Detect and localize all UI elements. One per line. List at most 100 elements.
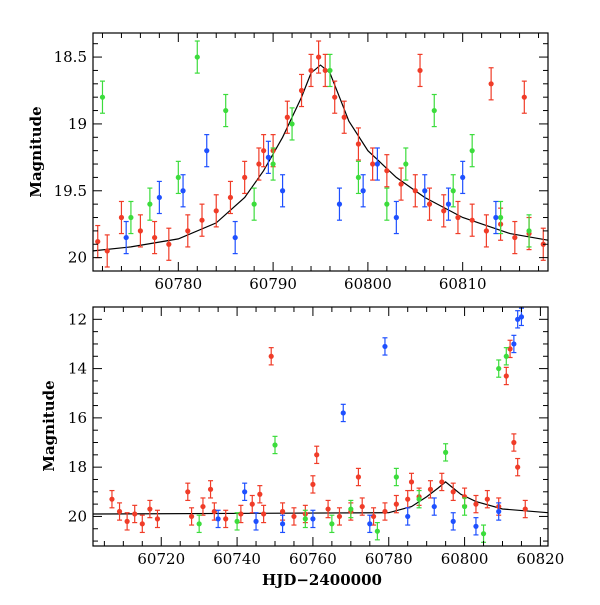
top-x-tick-label: 60790 xyxy=(249,275,297,293)
data-point xyxy=(279,188,286,194)
data-point xyxy=(234,518,240,524)
bottom-y-tick-label: 20 xyxy=(68,507,87,525)
top-y-tick-label: 19 xyxy=(68,115,87,133)
data-point xyxy=(336,201,343,207)
data-point xyxy=(384,168,390,174)
data-point xyxy=(445,201,452,207)
data-point xyxy=(417,67,423,74)
data-point xyxy=(359,503,365,510)
data-point xyxy=(526,228,532,234)
data-point xyxy=(503,373,509,379)
data-point xyxy=(393,214,399,221)
data-point xyxy=(196,521,202,527)
data-point xyxy=(511,439,517,446)
top-frame xyxy=(92,32,549,272)
data-point xyxy=(450,489,456,495)
data-point xyxy=(488,81,494,87)
data-point xyxy=(416,496,422,502)
data-point xyxy=(200,503,206,510)
data-point xyxy=(403,161,409,167)
data-point xyxy=(137,228,143,234)
data-point xyxy=(393,474,399,480)
data-point xyxy=(521,94,527,100)
data-point xyxy=(439,479,445,485)
data-point xyxy=(242,174,248,181)
data-point xyxy=(316,54,322,60)
data-point xyxy=(408,479,415,485)
top-series-green xyxy=(99,40,532,248)
bottom-series-green xyxy=(196,347,509,543)
data-point xyxy=(279,521,286,527)
data-point xyxy=(215,516,221,522)
data-point xyxy=(268,353,274,359)
data-point xyxy=(332,94,338,100)
data-point xyxy=(223,107,229,114)
top-panel: 60780 60790 60800 60810 18.5 19 19.5 20 xyxy=(54,32,549,293)
bottom-y-tick-label: 18 xyxy=(68,458,87,476)
data-point xyxy=(422,188,428,194)
data-point xyxy=(139,521,145,527)
data-point xyxy=(291,513,297,520)
bottom-model-curve xyxy=(93,481,548,515)
data-point xyxy=(154,516,161,522)
data-point xyxy=(348,506,354,512)
data-point xyxy=(199,217,205,223)
data-point xyxy=(518,314,525,320)
data-point xyxy=(175,174,181,181)
bottom-panel: 60720 60740 60760 60780 60800 60820 12 14 16 18 20 xyxy=(68,306,564,568)
top-x-tick-label: 60800 xyxy=(344,275,392,293)
data-point xyxy=(443,449,449,455)
data-point xyxy=(298,87,305,94)
data-point xyxy=(185,228,191,234)
data-point xyxy=(450,518,456,524)
bottom-y-tick-label: 12 xyxy=(68,310,87,328)
data-point xyxy=(341,114,347,120)
data-point xyxy=(147,201,153,207)
data-point xyxy=(128,214,134,221)
top-plot-area xyxy=(93,40,548,268)
data-point xyxy=(185,489,191,495)
data-point xyxy=(104,248,110,254)
top-x-tick-label: 60780 xyxy=(154,275,202,293)
top-x-tick-label: 60810 xyxy=(439,275,487,293)
data-point xyxy=(450,188,456,194)
data-point xyxy=(484,496,490,502)
data-point xyxy=(270,161,276,167)
bottom-x-tick-label: 60760 xyxy=(289,550,337,568)
top-ylabel: Magnitude xyxy=(27,106,45,197)
data-point xyxy=(512,234,518,241)
data-point xyxy=(279,508,286,515)
bottom-xlabel: HJD−2400000 xyxy=(262,571,382,589)
data-point xyxy=(325,506,331,512)
data-point xyxy=(336,513,343,520)
data-point xyxy=(265,154,271,160)
data-point xyxy=(431,107,437,114)
data-point xyxy=(511,341,517,347)
data-point xyxy=(327,67,333,74)
top-series-blue xyxy=(123,134,499,255)
data-point xyxy=(496,508,502,515)
data-point xyxy=(355,474,362,480)
data-point xyxy=(382,508,388,515)
bottom-x-tick-label: 60720 xyxy=(137,550,185,568)
data-point xyxy=(272,442,278,448)
data-point xyxy=(367,521,373,527)
data-point xyxy=(204,148,210,154)
data-point xyxy=(310,516,316,522)
bottom-x-tick-label: 60740 xyxy=(213,550,261,568)
data-point xyxy=(493,214,499,221)
data-point xyxy=(118,214,125,221)
data-point xyxy=(261,511,267,517)
data-point xyxy=(310,481,316,488)
data-point xyxy=(109,496,115,502)
data-point xyxy=(412,188,418,194)
data-point xyxy=(124,518,130,524)
data-point xyxy=(116,508,123,515)
bottom-series-blue xyxy=(215,307,525,536)
data-point xyxy=(360,188,366,194)
bottom-series-red xyxy=(109,339,528,534)
data-point xyxy=(253,518,259,524)
data-point xyxy=(227,194,234,201)
